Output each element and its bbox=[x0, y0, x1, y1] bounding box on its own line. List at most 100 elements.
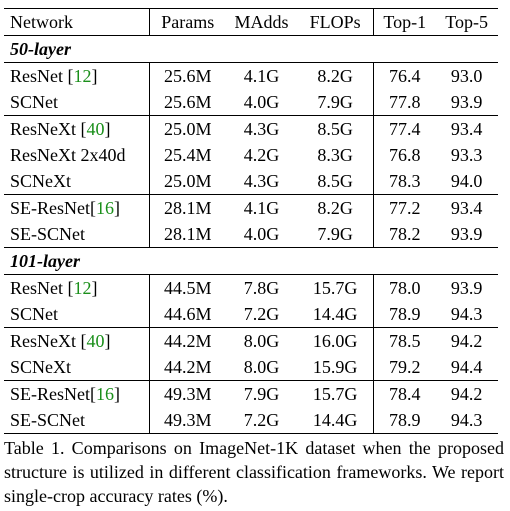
madds-cell: 4.3G bbox=[243, 119, 280, 139]
citation-link[interactable]: 16 bbox=[96, 198, 114, 218]
top5-cell: 94.2 bbox=[450, 331, 483, 351]
madds-cell: 4.2G bbox=[243, 145, 280, 165]
top1-cell: 78.3 bbox=[373, 168, 436, 195]
cite-bracket-open: [ bbox=[67, 278, 74, 298]
header-params: Params bbox=[148, 8, 227, 36]
network-cell: ResNeXt [40] bbox=[4, 328, 149, 355]
citation-link[interactable]: 40 bbox=[86, 119, 105, 139]
table-row: SE-SCNet 28.1M 4.0G 7.9G 78.2 93.9 bbox=[4, 221, 498, 248]
madds-cell: 8.0G bbox=[243, 331, 280, 351]
params-cell: 44.5M bbox=[148, 274, 227, 301]
results-table: Network Params MAdds FLOPs Top-1 Top-5 5… bbox=[4, 8, 498, 434]
table-caption: Table 1. Comparisons on ImageNet-1K data… bbox=[4, 438, 504, 506]
flops-cell: 14.4G bbox=[296, 407, 374, 434]
network-cell: SE-SCNet bbox=[4, 221, 150, 248]
flops-cell: 14.4G bbox=[296, 301, 374, 328]
top1-cell: 76.8 bbox=[373, 142, 436, 168]
flops-cell: 8.2G bbox=[317, 66, 353, 86]
table-row: SE-SCNet 49.3M 7.2G 14.4G 78.9 94.3 bbox=[4, 407, 498, 434]
cite-bracket-close: ] bbox=[91, 66, 98, 86]
top1-cell: 77.2 bbox=[373, 194, 436, 221]
top5-cell: 94.4 bbox=[435, 354, 498, 381]
header-top1: Top-1 bbox=[373, 8, 436, 36]
cite-bracket-close: ] bbox=[114, 384, 120, 404]
table-row: ResNet [12] 25.6M 4.1G 8.2G 76.4 93.0 bbox=[4, 62, 498, 90]
flops-cell: 8.5G bbox=[317, 119, 353, 139]
params-cell: 49.3M bbox=[148, 407, 227, 434]
top5-cell: 94.0 bbox=[435, 168, 498, 195]
flops-cell: 7.9G bbox=[296, 221, 374, 248]
top1-cell: 76.4 bbox=[373, 62, 436, 89]
flops-cell: 15.7G bbox=[312, 278, 358, 298]
madds-cell: 7.2G bbox=[226, 407, 297, 434]
network-cell: SE-SCNet bbox=[4, 407, 150, 434]
top5-cell: 93.4 bbox=[450, 198, 483, 218]
madds-cell: 4.1G bbox=[243, 66, 280, 86]
network-name: SCNeXt bbox=[10, 357, 72, 377]
cite-bracket-close: ] bbox=[104, 331, 111, 351]
cite-bracket-close: ] bbox=[104, 119, 111, 139]
top5-cell: 93.9 bbox=[435, 89, 498, 116]
params-cell: 28.1M bbox=[148, 194, 227, 221]
cite-bracket-open: [ bbox=[67, 66, 74, 86]
header-row: Network Params MAdds FLOPs Top-1 Top-5 bbox=[4, 8, 498, 36]
top5-cell: 93.9 bbox=[435, 221, 498, 248]
network-name: SE-SCNet bbox=[10, 410, 86, 430]
params-cell: 49.3M bbox=[148, 380, 227, 407]
top1-cell: 78.9 bbox=[373, 301, 436, 328]
citation-link[interactable]: 12 bbox=[73, 278, 92, 298]
citation-link[interactable]: 12 bbox=[73, 66, 92, 86]
network-name: SE-SCNet bbox=[10, 224, 86, 244]
network-name: SCNet bbox=[10, 92, 59, 112]
network-name: ResNeXt bbox=[10, 331, 81, 351]
section-label: 101-layer bbox=[4, 247, 498, 275]
top5-cell: 94.2 bbox=[450, 384, 483, 404]
network-cell: SCNeXt bbox=[4, 168, 150, 195]
results-table-body: Network Params MAdds FLOPs Top-1 Top-5 5… bbox=[4, 8, 498, 434]
top1-cell: 78.2 bbox=[373, 221, 436, 248]
params-cell: 44.2M bbox=[148, 327, 227, 354]
table-row: SCNeXt 25.0M 4.3G 8.5G 78.3 94.0 bbox=[4, 168, 498, 195]
params-cell: 25.6M bbox=[148, 62, 227, 89]
params-cell: 25.0M bbox=[148, 115, 227, 142]
table-row: SE-ResNet[16] 49.3M 7.9G 15.7G 78.4 94.2 bbox=[4, 380, 498, 408]
params-cell: 28.1M bbox=[148, 221, 227, 248]
network-cell: SE-ResNet[16] bbox=[4, 381, 149, 408]
network-cell: SE-ResNet[16] bbox=[4, 195, 149, 222]
flops-cell: 16.0G bbox=[312, 331, 358, 351]
cite-bracket-close: ] bbox=[91, 278, 98, 298]
flops-cell: 8.2G bbox=[317, 198, 353, 218]
top5-cell: 93.3 bbox=[450, 145, 483, 165]
top1-cell: 78.4 bbox=[373, 380, 436, 407]
network-cell: ResNet [12] bbox=[4, 275, 149, 302]
cite-bracket-open: [ bbox=[80, 331, 87, 351]
top1-cell: 78.5 bbox=[373, 327, 436, 354]
top5-cell: 94.3 bbox=[435, 407, 498, 434]
network-name: SE-ResNet bbox=[10, 198, 90, 218]
cite-bracket-close: ] bbox=[114, 198, 120, 218]
table-row: SCNet 25.6M 4.0G 7.9G 77.8 93.9 bbox=[4, 89, 498, 116]
network-cell: ResNeXt [40] bbox=[4, 116, 149, 143]
network-name: ResNet bbox=[10, 66, 68, 86]
top1-cell: 77.4 bbox=[373, 115, 436, 142]
flops-cell: 15.7G bbox=[312, 384, 358, 404]
table-row: SCNeXt 44.2M 8.0G 15.9G 79.2 94.4 bbox=[4, 354, 498, 381]
cite-bracket-open: [ bbox=[90, 384, 96, 404]
madds-cell: 8.0G bbox=[226, 354, 297, 381]
params-cell: 25.0M bbox=[148, 168, 227, 195]
network-cell: SCNet bbox=[4, 301, 150, 328]
table-row: ResNet [12] 44.5M 7.8G 15.7G 78.0 93.9 bbox=[4, 274, 498, 302]
section-label: 50-layer bbox=[4, 35, 498, 63]
top1-cell: 77.8 bbox=[373, 89, 436, 116]
network-cell: ResNet [12] bbox=[4, 63, 149, 90]
top1-cell: 78.9 bbox=[373, 407, 436, 434]
madds-cell: 4.0G bbox=[226, 221, 297, 248]
flops-cell: 8.5G bbox=[296, 168, 374, 195]
section-row: 101-layer bbox=[4, 247, 498, 275]
network-name: SE-ResNet bbox=[10, 384, 90, 404]
section-row: 50-layer bbox=[4, 35, 498, 63]
citation-link[interactable]: 16 bbox=[96, 384, 114, 404]
header-top5: Top-5 bbox=[435, 8, 498, 36]
citation-link[interactable]: 40 bbox=[86, 331, 105, 351]
madds-cell: 7.8G bbox=[243, 278, 280, 298]
